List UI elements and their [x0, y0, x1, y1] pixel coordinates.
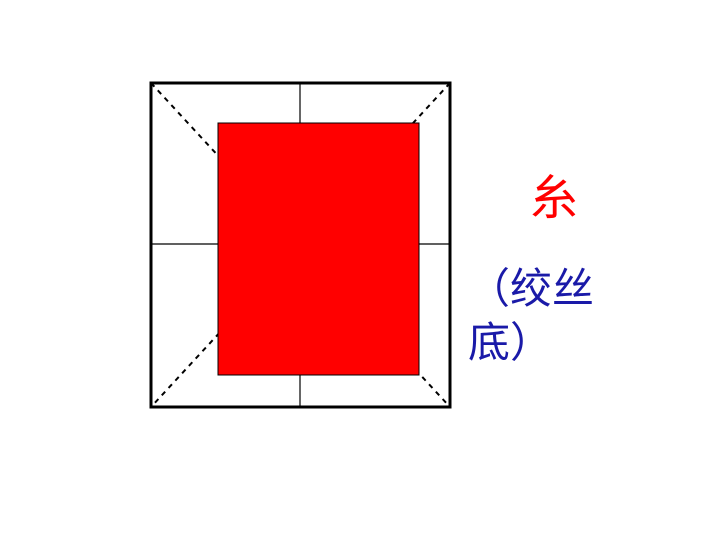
radical-character: 糸	[530, 170, 579, 226]
highlighted-region	[217, 122, 420, 376]
grid-outer-border	[149, 81, 452, 409]
radical-name-note: （绞丝底）	[468, 264, 595, 367]
